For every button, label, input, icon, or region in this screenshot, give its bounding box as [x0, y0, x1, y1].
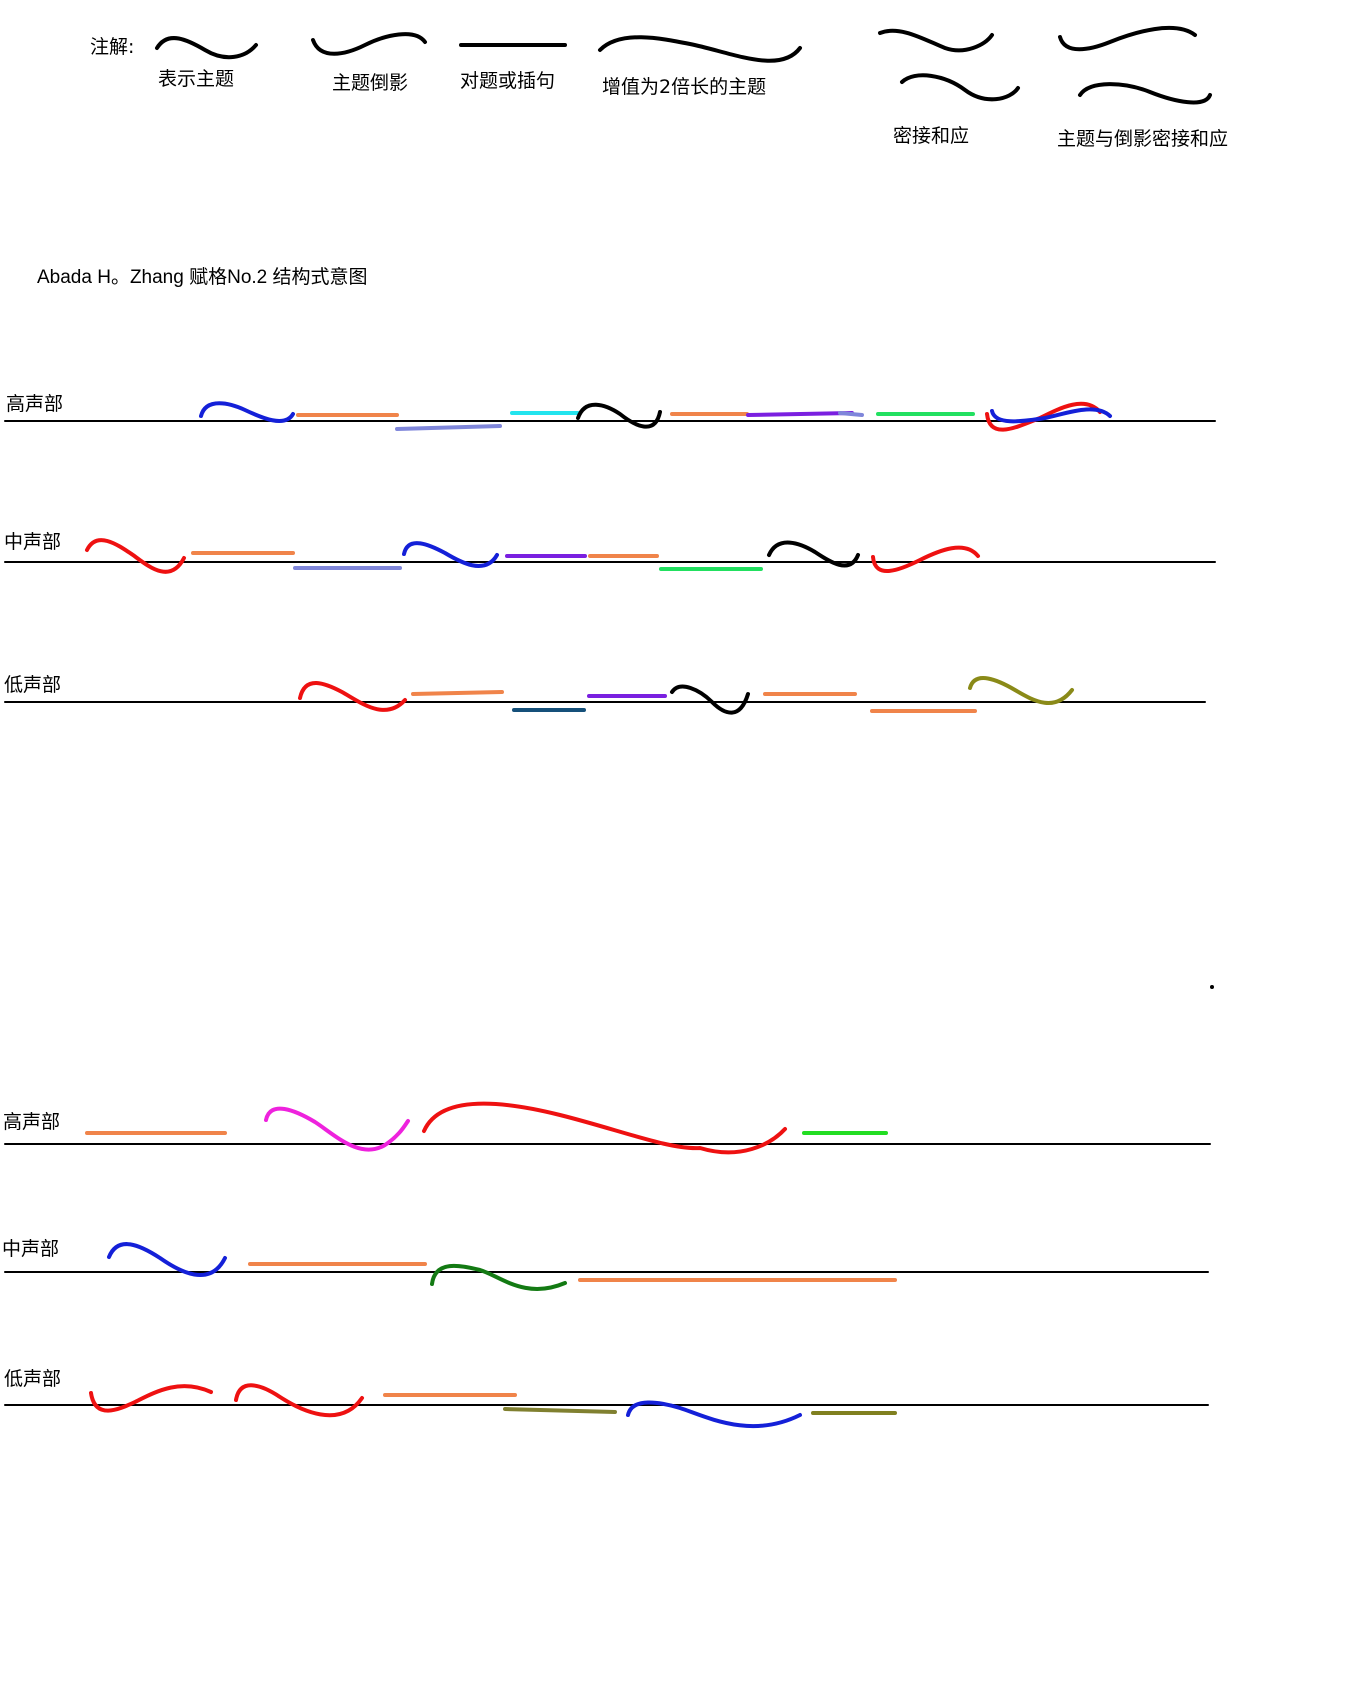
section-1-upper-voice-label: 高声部 — [6, 393, 64, 415]
stretto-blue — [990, 407, 1112, 424]
section-1-middle-voice-label: 中声部 — [4, 531, 62, 553]
diagram-title: Abada H。Zhang 赋格No.2 结构式意图 — [37, 267, 368, 288]
countersubject-olive — [503, 1407, 617, 1414]
inversion-black — [576, 402, 662, 429]
section-2-lower-voice-label: 低声部 — [4, 1368, 62, 1390]
theme-red — [298, 681, 407, 712]
section-2-middle-voice-elements — [107, 1242, 897, 1291]
inversion-blue — [402, 541, 499, 568]
section-1-lower-voice-elements — [298, 676, 1074, 715]
legend-label-theme: 表示主题 — [158, 68, 235, 90]
section-2-upper-voice-label: 高声部 — [3, 1111, 61, 1133]
augmented-theme-curve-icon — [598, 35, 802, 63]
section-2-lower-voice-elements — [89, 1383, 897, 1429]
theme-magenta — [264, 1106, 410, 1152]
inversion-black — [670, 684, 750, 715]
theme-blue — [199, 401, 295, 423]
countersubject-orange — [411, 690, 504, 696]
theme-red — [234, 1383, 364, 1418]
augmented-theme-red — [422, 1101, 787, 1155]
section-1-lower-voice-label: 低声部 — [4, 674, 62, 696]
section-2-staff-lines — [4, 1143, 1211, 1406]
inversion-red — [89, 1384, 213, 1413]
stray-dot — [1210, 985, 1214, 989]
inversion-curve-icon — [311, 32, 427, 56]
countersubject-lavender — [395, 424, 502, 431]
stretto-curves-icon — [878, 28, 1020, 102]
legend-symbols — [155, 26, 1212, 105]
legend-label-stretto: 密接和应 — [893, 125, 970, 147]
theme-inversion-stretto-icon — [1058, 26, 1212, 105]
legend-label-countersubject: 对题或插句 — [460, 70, 556, 92]
section-2-upper-voice-elements — [85, 1101, 888, 1155]
countersubject-violet — [746, 411, 854, 417]
section-1-staff-lines — [4, 420, 1216, 703]
legend-label-inversion: 主题倒影 — [332, 72, 409, 94]
inversion-darkgreen — [430, 1263, 567, 1291]
section-1-middle-voice-elements — [85, 538, 980, 574]
inversion-blue — [626, 1400, 802, 1429]
theme-blue — [107, 1242, 227, 1277]
theme-red — [871, 545, 980, 573]
theme-curve-icon — [155, 36, 258, 60]
legend-heading: 注解: — [90, 36, 135, 58]
legend-label-theme-inversion-stretto: 主题与倒影密接和应 — [1057, 128, 1229, 150]
theme-olive — [968, 676, 1074, 705]
legend-label-augmented-theme: 增值为2倍长的主题 — [602, 76, 767, 98]
theme-red — [85, 538, 186, 574]
section-2-middle-voice-label: 中声部 — [2, 1238, 60, 1260]
section-1-upper-voice-elements — [199, 401, 1112, 432]
countersubject-lavender — [838, 411, 864, 417]
inversion-black — [767, 540, 860, 568]
